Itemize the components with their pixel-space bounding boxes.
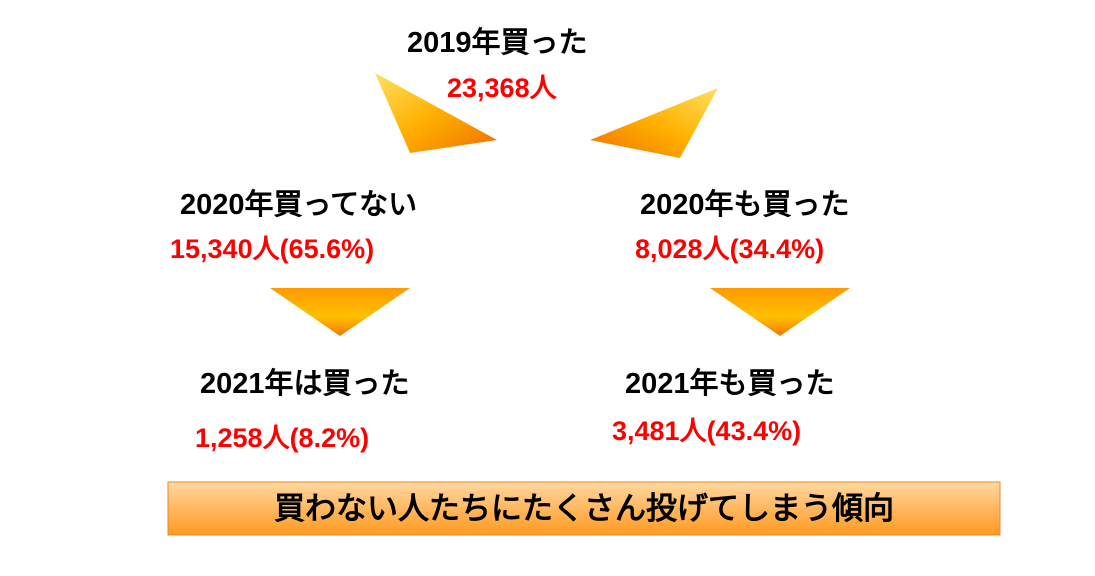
node-label: 2019年買った [407, 25, 588, 59]
node-label: 2020年買ってない [180, 187, 417, 221]
node-label: 2021年も買った [625, 366, 835, 400]
arrow-down-right [710, 288, 850, 336]
node-value: 15,340人(65.6%) [170, 234, 374, 264]
node-value: 23,368人 [447, 73, 558, 103]
node-value: 1,258人(8.2%) [195, 423, 369, 453]
node-label: 2021年は買った [200, 366, 410, 400]
node-value: 8,028人(34.4%) [635, 234, 824, 264]
banner-box [167, 481, 1001, 536]
arrow-left [375, 73, 497, 153]
arrow-down-left [270, 288, 410, 336]
banner-text: 買わない人たちにたくさん投げてしまう傾向 [274, 491, 894, 526]
arrow-right [590, 88, 718, 158]
node-value: 3,481人(43.4%) [612, 416, 801, 446]
node-label: 2020年も買った [640, 187, 850, 221]
